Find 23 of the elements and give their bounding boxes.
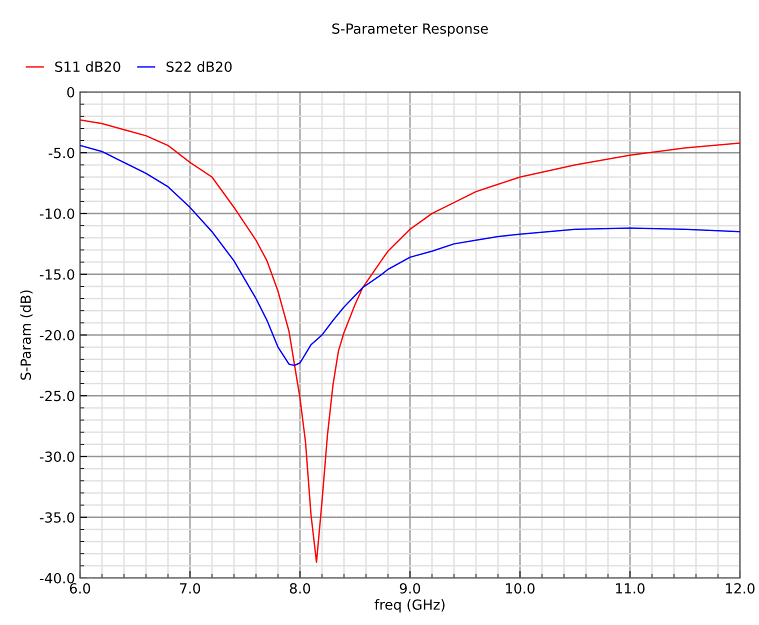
y-tick-label: -10.0 bbox=[40, 208, 74, 219]
y-tick-label: -5.0 bbox=[48, 148, 74, 158]
y-tick-label: 0 bbox=[67, 86, 74, 98]
x-axis-title: freq (GHz) bbox=[374, 599, 445, 613]
y-tick-label: -40.0 bbox=[40, 572, 74, 584]
x-tick-label: 7.0 bbox=[180, 583, 200, 594]
y-axis-title: S-Param (dB) bbox=[20, 290, 33, 380]
legend-label: S11 dB20 bbox=[55, 61, 120, 72]
y-tick-label: -25.0 bbox=[40, 390, 74, 402]
y-tick-label: -20.0 bbox=[40, 330, 74, 340]
x-tick-label: 8.0 bbox=[290, 583, 310, 594]
y-tick-label: -30.0 bbox=[40, 451, 74, 462]
y-tick-label: -15.0 bbox=[40, 269, 74, 280]
legend-label: S22 dB20 bbox=[166, 61, 232, 72]
chart-title: S-Parameter Response bbox=[332, 23, 488, 37]
x-tick-label: 11.0 bbox=[616, 583, 645, 594]
x-tick-label: 10.0 bbox=[506, 583, 535, 594]
x-tick-label: 6.0 bbox=[70, 583, 90, 594]
x-tick-label: 12.0 bbox=[726, 583, 755, 594]
y-tick-label: -35.0 bbox=[40, 512, 74, 523]
line-series bbox=[80, 119, 740, 563]
line-series bbox=[80, 144, 740, 366]
x-tick-label: 9.0 bbox=[400, 583, 420, 594]
